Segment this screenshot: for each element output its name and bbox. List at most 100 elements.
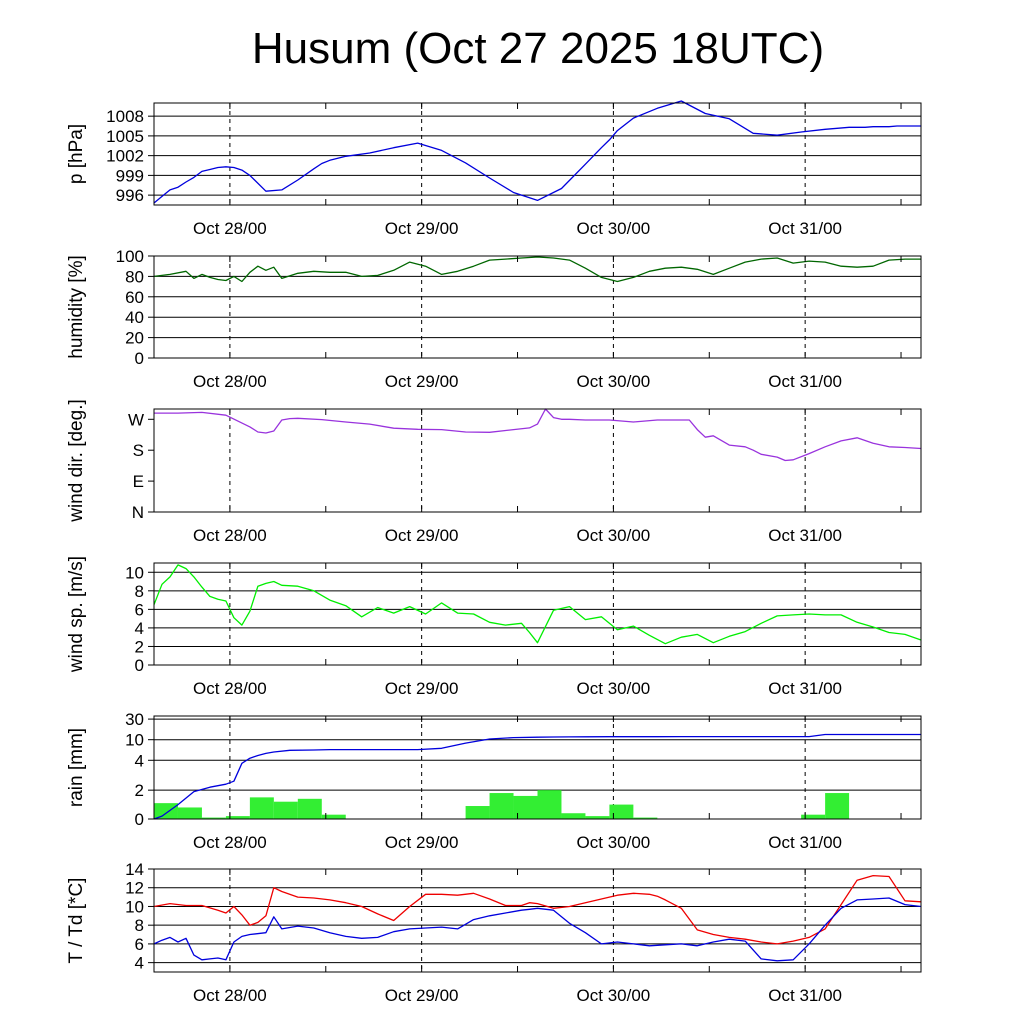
y-tick-label: 0: [135, 656, 144, 675]
x-tick-label: Oct 28/00: [193, 833, 267, 852]
series-line-0: [154, 408, 922, 462]
y-tick-label: 60: [125, 288, 144, 307]
rain-bar: [201, 817, 226, 819]
x-tick-label: Oct 30/00: [577, 986, 651, 1005]
y-tick-label: 1002: [106, 147, 144, 166]
y-tick-label: 6: [135, 600, 144, 619]
y-axis-label: wind sp. [m/s]: [66, 556, 87, 673]
rain-bar: [609, 804, 634, 819]
x-tick-label: Oct 29/00: [385, 986, 459, 1005]
x-tick-label: Oct 28/00: [193, 372, 267, 391]
y-tick-label: 14: [125, 860, 144, 879]
y-tick-label: 10: [125, 731, 144, 750]
y-tick-label: 4: [135, 619, 144, 638]
y-tick-label: 100: [116, 247, 144, 266]
y-tick-label: 2: [135, 781, 144, 800]
rain-bar: [154, 803, 178, 819]
x-tick-label: Oct 31/00: [768, 219, 842, 238]
x-tick-label: Oct 30/00: [577, 372, 651, 391]
x-tick-label: Oct 31/00: [768, 833, 842, 852]
y-axis-label: humidity [%]: [66, 255, 87, 358]
chart-title: Husum (Oct 27 2025 18UTC): [251, 24, 825, 73]
y-tick-label: 0: [135, 810, 144, 829]
series-line-0: [153, 733, 921, 820]
x-tick-label: Oct 28/00: [193, 219, 267, 238]
y-axis-label: wind dir. [deg.]: [66, 399, 87, 523]
y-tick-label: 4: [135, 954, 144, 973]
rain-bar: [177, 807, 202, 819]
x-tick-label: Oct 31/00: [768, 526, 842, 545]
y-tick-label: N: [132, 503, 144, 522]
rain-bar: [273, 801, 298, 819]
x-tick-label: Oct 30/00: [577, 526, 651, 545]
rain-bar: [633, 817, 658, 819]
rain-bar: [537, 790, 562, 819]
rain-bar: [825, 793, 850, 819]
x-tick-label: Oct 29/00: [385, 526, 459, 545]
y-tick-label: 0: [135, 349, 144, 368]
rain-bar: [513, 795, 538, 819]
series-line-0: [153, 564, 922, 645]
y-tick-label: 30: [125, 710, 144, 729]
series-line-1: [153, 897, 922, 962]
rain-bar: [225, 816, 250, 819]
rain-bar: [801, 814, 826, 819]
plot-frame: [153, 255, 922, 359]
y-tick-label: 1005: [106, 127, 144, 146]
x-tick-label: Oct 31/00: [768, 372, 842, 391]
y-tick-label: 6: [135, 935, 144, 954]
y-tick-label: 10: [125, 897, 144, 916]
y-tick-label: 999: [116, 166, 144, 185]
y-tick-label: 996: [116, 186, 144, 205]
x-tick-label: Oct 29/00: [385, 679, 459, 698]
rain-bar: [297, 798, 322, 819]
rain-bar: [249, 797, 274, 819]
panel-4: 0 2 410 30 Oct 28/00 Oct 29/00 Oct 30/00 Oct 31…: [66, 710, 922, 852]
x-tick-label: Oct 28/00: [193, 679, 267, 698]
plot-frame: [153, 715, 922, 820]
rain-bar: [489, 793, 514, 819]
y-tick-label: 1008: [106, 107, 144, 126]
rain-bar: [561, 813, 586, 819]
series-line-0: [153, 874, 922, 945]
plot-frame: [153, 102, 922, 206]
x-tick-label: Oct 29/00: [385, 219, 459, 238]
x-tick-label: Oct 30/00: [577, 679, 651, 698]
y-tick-label: 8: [135, 916, 144, 935]
y-tick-label: E: [133, 472, 144, 491]
y-tick-label: 8: [135, 582, 144, 601]
plot-frame: [153, 408, 922, 513]
rain-bar: [321, 814, 346, 819]
series-line-0: [153, 100, 921, 204]
x-tick-label: Oct 28/00: [193, 526, 267, 545]
x-tick-label: Oct 30/00: [577, 219, 651, 238]
y-tick-label: 80: [125, 267, 144, 286]
y-tick-label: 40: [125, 308, 144, 327]
x-tick-label: Oct 29/00: [385, 833, 459, 852]
y-axis-label: rain [mm]: [66, 728, 87, 807]
y-tick-label: 4: [135, 751, 144, 770]
x-tick-label: Oct 31/00: [768, 986, 842, 1005]
y-tick-label: 12: [125, 879, 144, 898]
y-tick-label: W: [128, 410, 144, 429]
series-line-0: [153, 256, 921, 283]
y-tick-label: S: [133, 441, 144, 460]
y-tick-label: 10: [125, 563, 144, 582]
plot-frame: [153, 562, 922, 666]
y-tick-label: 20: [125, 329, 144, 348]
plot-frame: [153, 868, 922, 973]
rain-bar: [465, 806, 490, 819]
y-axis-label: T / Td [*C]: [66, 878, 87, 964]
x-tick-label: Oct 29/00: [385, 372, 459, 391]
rain-bar: [585, 816, 610, 819]
x-tick-label: Oct 28/00: [193, 986, 267, 1005]
y-tick-label: 2: [135, 637, 144, 656]
y-axis-label: p [hPa]: [66, 124, 87, 184]
x-tick-label: Oct 31/00: [768, 679, 842, 698]
